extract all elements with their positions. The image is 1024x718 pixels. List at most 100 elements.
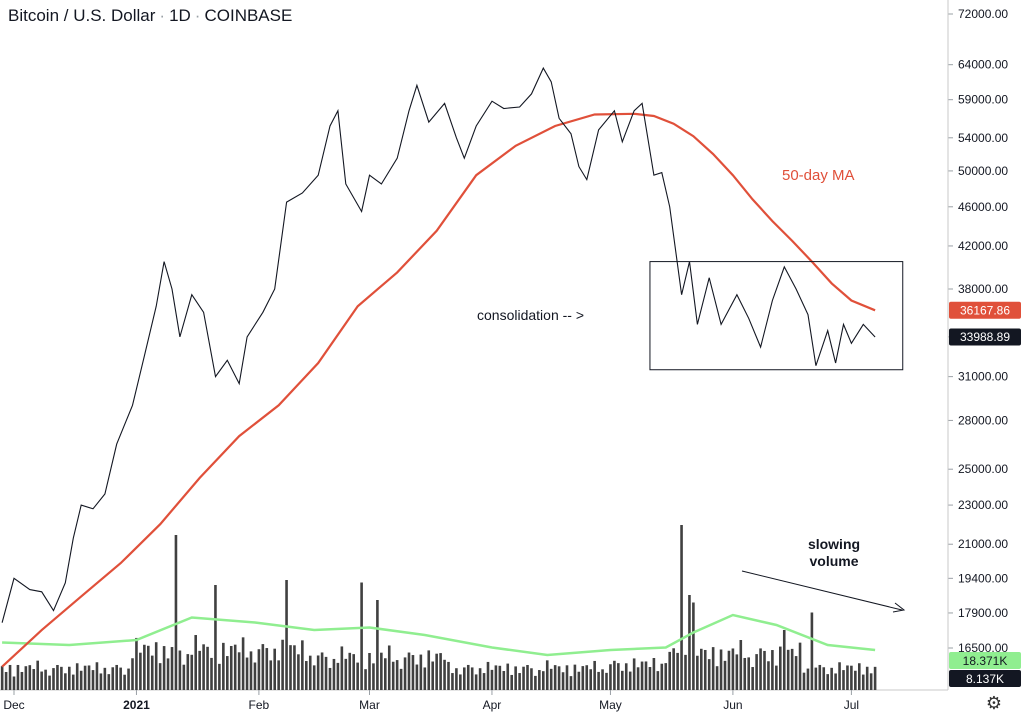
volume-bar [233,644,237,690]
slowing-annotation-line2: volume [809,553,858,569]
volume-bar [293,645,296,690]
volume-bar [316,655,320,690]
volume-bar [143,644,146,690]
volume-bar [214,585,217,690]
volume-bar [522,666,525,690]
volume-bar [36,660,39,690]
price-axis-label: 38000.00 [958,282,1008,296]
volume-bar [478,668,482,690]
volume-bar [510,674,513,690]
volume-bar [806,668,810,690]
volume-bar [581,666,585,690]
volume-bar [751,667,754,690]
volume-bar [842,670,845,690]
volume-bar [518,673,521,690]
volume-bar [644,661,648,690]
volume-bar [328,667,332,690]
volume-bar [680,525,683,690]
volume-bar [91,670,95,690]
volume-bar [12,676,16,690]
volume-bar [609,664,612,690]
volume-bar [28,665,32,690]
volume-bar [818,664,822,690]
price-axis-label: 21000.00 [958,537,1008,551]
volume-bar [470,667,474,690]
volume-bar [99,673,103,690]
volume-bar [154,642,158,690]
svg-text:36167.86: 36167.86 [960,303,1010,317]
volume-bar [83,665,87,690]
volume-bar [218,663,221,690]
volume-bar [664,663,668,690]
volume-bar [332,658,336,690]
symbol-name[interactable]: Bitcoin / U.S. Dollar [8,6,156,25]
volume-bar [585,665,589,690]
volume-bar [794,656,798,690]
price-axis-label: 23000.00 [958,498,1008,512]
volume-bar [16,664,20,690]
volume-bar [206,646,209,690]
volume-bar [443,659,446,690]
volume-bar [226,656,229,690]
volume-bar [869,673,873,690]
volume-bar [486,661,490,690]
volume-bar [601,669,604,690]
volume-bar [648,667,652,690]
price-axis-label: 59000.00 [958,93,1008,107]
volume-bar [265,648,269,690]
volume-bar [372,663,375,690]
volume-bar [838,662,841,690]
ma-last-label: 36167.86 [949,301,1021,319]
volume-bar [502,670,506,690]
volume-bar [312,665,316,690]
price-axis-label: 42000.00 [958,239,1008,253]
volume-bar [261,644,265,690]
volume-bar [344,658,348,690]
volume-bar [565,665,569,690]
volume-bar [48,675,51,690]
volume-bar [380,652,383,690]
volume-bar [557,666,561,690]
slowing-annotation-line1: slowing [808,536,860,552]
volume-bar [174,535,178,690]
volume-bar [873,666,877,690]
volume-bar [75,663,79,690]
volume-bar [790,648,794,690]
volume-bar [68,666,71,690]
volume-bar [755,654,758,690]
volume-bar [534,675,537,690]
volume-bar [241,637,245,690]
volume-bar [696,655,699,690]
volume-bar [482,673,486,690]
volume-bar [119,667,122,690]
volume-bar [253,662,257,690]
volume-bar [194,635,197,690]
volume-bar [692,602,695,690]
volume-bar [672,648,675,690]
volume-bar [830,667,833,690]
volume-bar [320,652,324,690]
price-axis-label: 50000.00 [958,164,1008,178]
volume-bar [399,668,403,690]
volume-bar [703,649,707,690]
interval[interactable]: 1D [169,6,191,25]
volume-bar [190,654,194,690]
volume-bar [711,647,715,690]
time-axis-label: Mar [359,698,380,712]
volume-bar [617,663,620,690]
last-price-label: 33988.89 [949,328,1021,346]
gear-icon[interactable]: ⚙ [985,693,1002,714]
volume-bar [743,657,747,690]
price-axis-label: 54000.00 [958,131,1008,145]
volume-bar [249,651,253,690]
volume-bar [0,666,4,690]
time-axis: Dec 2021 Feb Mar Apr May Jun Jul [3,690,859,712]
volume-bar [20,671,24,690]
consolidation-annotation: consolidation -- > [477,307,584,323]
volume-bar [455,668,458,690]
title-separator: · [159,6,166,25]
volume-bar [111,667,115,690]
volume-bar [668,651,671,690]
volume-bar [391,661,395,690]
